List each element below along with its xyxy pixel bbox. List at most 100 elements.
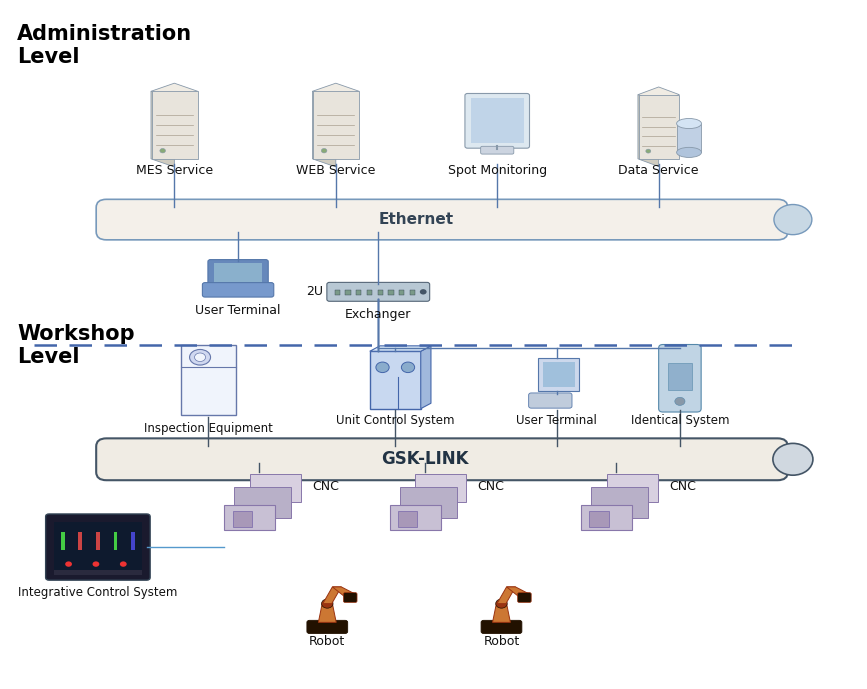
- Circle shape: [322, 599, 333, 608]
- Circle shape: [646, 149, 651, 153]
- FancyBboxPatch shape: [659, 344, 701, 412]
- FancyBboxPatch shape: [335, 290, 340, 294]
- Ellipse shape: [194, 353, 205, 362]
- FancyBboxPatch shape: [668, 363, 692, 391]
- Polygon shape: [492, 604, 511, 622]
- FancyBboxPatch shape: [480, 146, 514, 154]
- Text: Data Service: Data Service: [618, 164, 699, 177]
- FancyBboxPatch shape: [96, 199, 788, 240]
- FancyBboxPatch shape: [96, 532, 100, 550]
- Polygon shape: [323, 587, 342, 604]
- Text: User Terminal: User Terminal: [516, 414, 597, 427]
- FancyBboxPatch shape: [307, 620, 348, 633]
- Circle shape: [420, 289, 427, 294]
- FancyBboxPatch shape: [370, 351, 420, 409]
- Circle shape: [376, 362, 389, 373]
- FancyBboxPatch shape: [225, 505, 275, 531]
- FancyBboxPatch shape: [398, 511, 417, 526]
- FancyBboxPatch shape: [313, 92, 359, 158]
- FancyBboxPatch shape: [250, 475, 301, 502]
- FancyBboxPatch shape: [378, 290, 382, 294]
- FancyBboxPatch shape: [481, 620, 522, 633]
- FancyBboxPatch shape: [590, 511, 609, 526]
- FancyBboxPatch shape: [96, 438, 788, 480]
- FancyBboxPatch shape: [400, 487, 457, 517]
- Circle shape: [401, 362, 414, 373]
- Text: Ethernet: Ethernet: [379, 212, 454, 227]
- FancyBboxPatch shape: [46, 514, 150, 580]
- Polygon shape: [332, 587, 354, 597]
- Polygon shape: [420, 346, 431, 409]
- Circle shape: [675, 398, 685, 405]
- FancyBboxPatch shape: [390, 505, 441, 531]
- Circle shape: [496, 599, 507, 608]
- Text: Inspection Equipment: Inspection Equipment: [144, 422, 273, 435]
- FancyBboxPatch shape: [327, 282, 430, 301]
- FancyBboxPatch shape: [114, 532, 117, 550]
- FancyBboxPatch shape: [180, 344, 236, 415]
- Polygon shape: [497, 587, 516, 604]
- Text: Spot Monitoring: Spot Monitoring: [447, 164, 547, 177]
- Polygon shape: [151, 83, 198, 99]
- Text: CNC: CNC: [478, 480, 505, 493]
- Circle shape: [65, 562, 72, 567]
- FancyBboxPatch shape: [471, 99, 524, 143]
- FancyBboxPatch shape: [367, 290, 372, 294]
- Circle shape: [120, 562, 127, 567]
- Polygon shape: [638, 87, 680, 103]
- Text: Robot: Robot: [310, 635, 345, 648]
- Ellipse shape: [676, 119, 701, 129]
- Polygon shape: [151, 92, 174, 167]
- FancyBboxPatch shape: [131, 532, 135, 550]
- FancyBboxPatch shape: [581, 505, 632, 531]
- Circle shape: [774, 205, 812, 235]
- FancyBboxPatch shape: [54, 522, 141, 573]
- FancyBboxPatch shape: [152, 92, 198, 158]
- Text: CNC: CNC: [668, 480, 695, 493]
- Polygon shape: [312, 92, 336, 167]
- Text: Integrative Control System: Integrative Control System: [18, 586, 178, 599]
- FancyBboxPatch shape: [54, 570, 141, 575]
- FancyBboxPatch shape: [639, 94, 680, 158]
- Ellipse shape: [190, 349, 211, 365]
- FancyBboxPatch shape: [415, 475, 466, 502]
- FancyBboxPatch shape: [232, 511, 251, 526]
- FancyBboxPatch shape: [78, 532, 82, 550]
- Circle shape: [160, 149, 166, 153]
- Text: Administration
Level: Administration Level: [17, 23, 192, 67]
- FancyBboxPatch shape: [399, 290, 404, 294]
- Text: GSK-LINK: GSK-LINK: [381, 451, 469, 469]
- FancyBboxPatch shape: [465, 94, 530, 148]
- Text: User Terminal: User Terminal: [195, 304, 281, 317]
- Text: Exchanger: Exchanger: [345, 308, 412, 321]
- FancyBboxPatch shape: [529, 393, 572, 408]
- FancyBboxPatch shape: [202, 282, 274, 297]
- Circle shape: [772, 444, 813, 475]
- FancyBboxPatch shape: [518, 593, 531, 602]
- FancyBboxPatch shape: [214, 263, 263, 284]
- Polygon shape: [318, 604, 336, 622]
- Polygon shape: [370, 346, 431, 351]
- Text: 2U: 2U: [306, 285, 323, 298]
- FancyBboxPatch shape: [356, 290, 362, 294]
- Polygon shape: [312, 83, 359, 99]
- FancyBboxPatch shape: [345, 290, 350, 294]
- Text: Workshop
Level: Workshop Level: [17, 325, 134, 367]
- Circle shape: [322, 149, 327, 153]
- Text: MES Service: MES Service: [136, 164, 213, 177]
- FancyBboxPatch shape: [676, 123, 701, 152]
- FancyBboxPatch shape: [343, 593, 357, 602]
- FancyBboxPatch shape: [208, 260, 268, 288]
- FancyBboxPatch shape: [410, 290, 415, 294]
- Circle shape: [93, 562, 100, 567]
- FancyBboxPatch shape: [590, 487, 648, 517]
- FancyBboxPatch shape: [234, 487, 291, 517]
- Text: CNC: CNC: [312, 480, 339, 493]
- Polygon shape: [543, 362, 575, 387]
- Ellipse shape: [676, 147, 701, 158]
- Text: WEB Service: WEB Service: [297, 164, 375, 177]
- Text: Robot: Robot: [483, 635, 519, 648]
- Polygon shape: [538, 358, 579, 391]
- Text: Identical System: Identical System: [630, 414, 729, 427]
- Text: Unit Control System: Unit Control System: [336, 414, 454, 427]
